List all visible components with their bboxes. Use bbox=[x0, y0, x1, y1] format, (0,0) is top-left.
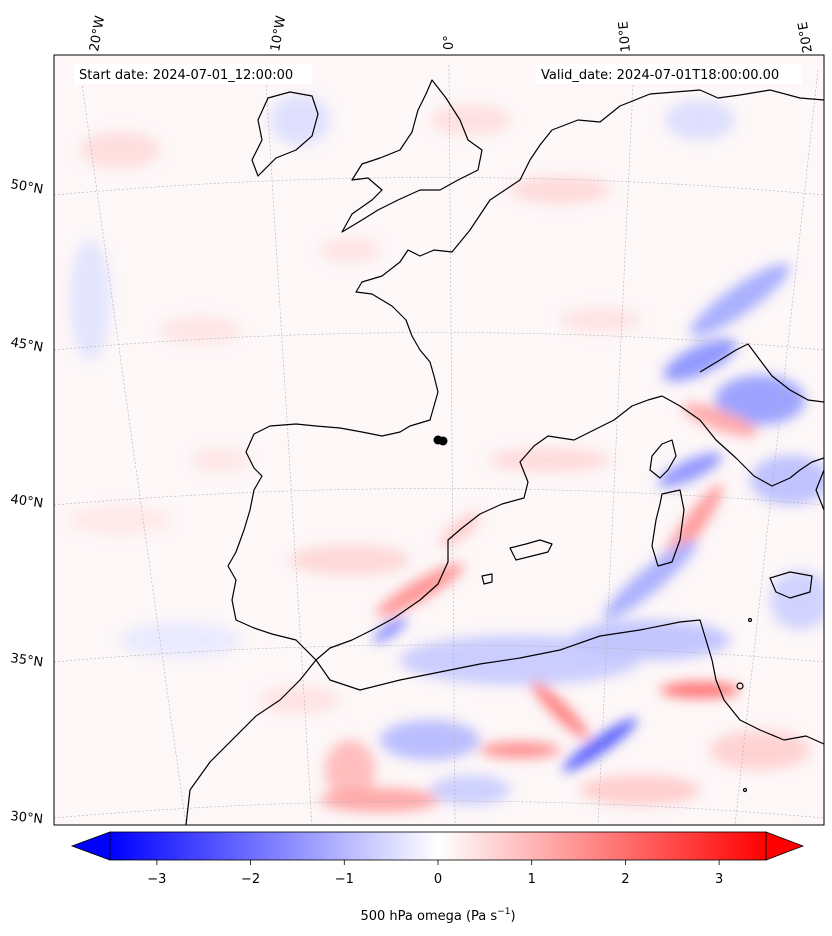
lat-label: 35°N bbox=[9, 651, 44, 670]
lat-label: 50°N bbox=[9, 177, 44, 197]
lat-label: 40°N bbox=[9, 492, 44, 511]
colorbar-tick-label: 2 bbox=[621, 872, 629, 887]
colorbar-tick-label: −2 bbox=[241, 872, 260, 887]
colorbar-tick-label: −3 bbox=[147, 872, 166, 887]
location-marker bbox=[433, 435, 448, 446]
longitude-labels: 20°W 10°W 0° 10°E 20°E bbox=[87, 15, 816, 54]
latitude-labels: 50°N 45°N 40°N 35°N 30°N bbox=[9, 177, 44, 827]
graticule bbox=[54, 64, 824, 825]
colorbar-tick-label: 3 bbox=[715, 872, 723, 887]
lon-label: 0° bbox=[442, 35, 457, 50]
lat-label: 45°N bbox=[9, 335, 44, 355]
colorbar-tick-label: −1 bbox=[335, 872, 354, 887]
map-border bbox=[53, 54, 825, 826]
coastlines bbox=[185, 79, 824, 825]
colorbar: −3 −2 −1 0 1 2 3 500 hPa omega (Pa s−1) bbox=[70, 831, 805, 924]
colorbar-left-arrow bbox=[70, 831, 111, 861]
map-panel: Start date: 2024-07-01_12:00:00 Valid_da… bbox=[53, 54, 825, 826]
colorbar-label: 500 hPa omega (Pa s−1) bbox=[360, 907, 515, 924]
colorbar-tick-label: 1 bbox=[528, 872, 536, 887]
lon-label: 20°W bbox=[87, 15, 108, 53]
omega-field bbox=[70, 95, 824, 812]
lon-label: 10°W bbox=[268, 15, 289, 53]
lon-label: 20°E bbox=[796, 21, 816, 54]
colorbar-tick-label: 0 bbox=[434, 872, 442, 887]
valid-date-label: Valid_date: 2024-07-01T18:00:00.00 bbox=[541, 68, 779, 83]
start-date-box bbox=[74, 64, 312, 84]
start-date-label: Start date: 2024-07-01_12:00:00 bbox=[79, 68, 293, 83]
valid-date-box bbox=[536, 64, 802, 84]
lon-label: 10°E bbox=[616, 21, 634, 53]
colorbar-right-arrow bbox=[765, 831, 805, 861]
colorbar-ticks: −3 −2 −1 0 1 2 3 bbox=[147, 860, 723, 887]
lat-label: 30°N bbox=[10, 809, 44, 827]
colorbar-gradient bbox=[109, 831, 767, 861]
